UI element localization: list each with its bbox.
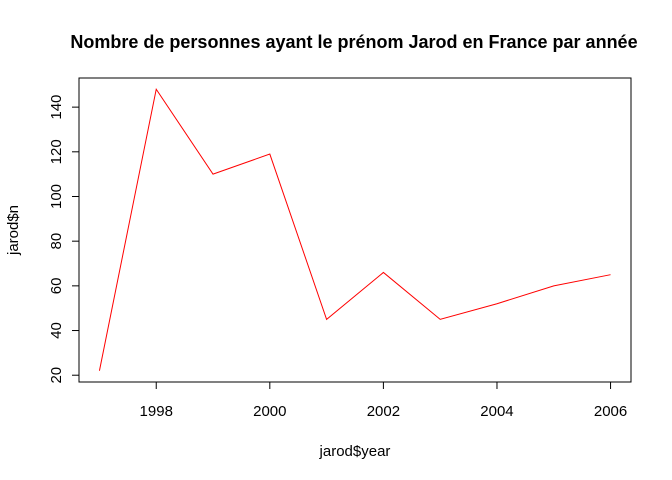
y-tick-label: 20: [48, 367, 65, 384]
chart-title: Nombre de personnes ayant le prénom Jaro…: [70, 32, 637, 52]
x-axis: 1998 2000 2002 2004 2006: [140, 381, 627, 420]
series-group: [98, 87, 611, 371]
y-tick-label: 40: [48, 322, 65, 339]
x-tick-label: 1998: [140, 403, 173, 420]
y-axis: 20 40 60 80 100 120 140: [48, 95, 80, 384]
x-tick-label: 2002: [367, 403, 400, 420]
series-line: [98, 87, 611, 371]
y-tick-label: 80: [48, 233, 65, 250]
x-axis-label: jarod$year: [319, 443, 391, 460]
x-tick-label: 2004: [480, 403, 513, 420]
y-tick-label: 100: [48, 184, 65, 209]
y-tick-label: 60: [48, 278, 65, 295]
y-axis-label: jarod$n: [5, 205, 22, 256]
y-tick-label: 120: [48, 139, 65, 164]
y-tick-label: 140: [48, 95, 65, 120]
x-tick-label: 2000: [253, 403, 286, 420]
x-tick-label: 2006: [594, 403, 627, 420]
plot-frame: [78, 77, 632, 383]
